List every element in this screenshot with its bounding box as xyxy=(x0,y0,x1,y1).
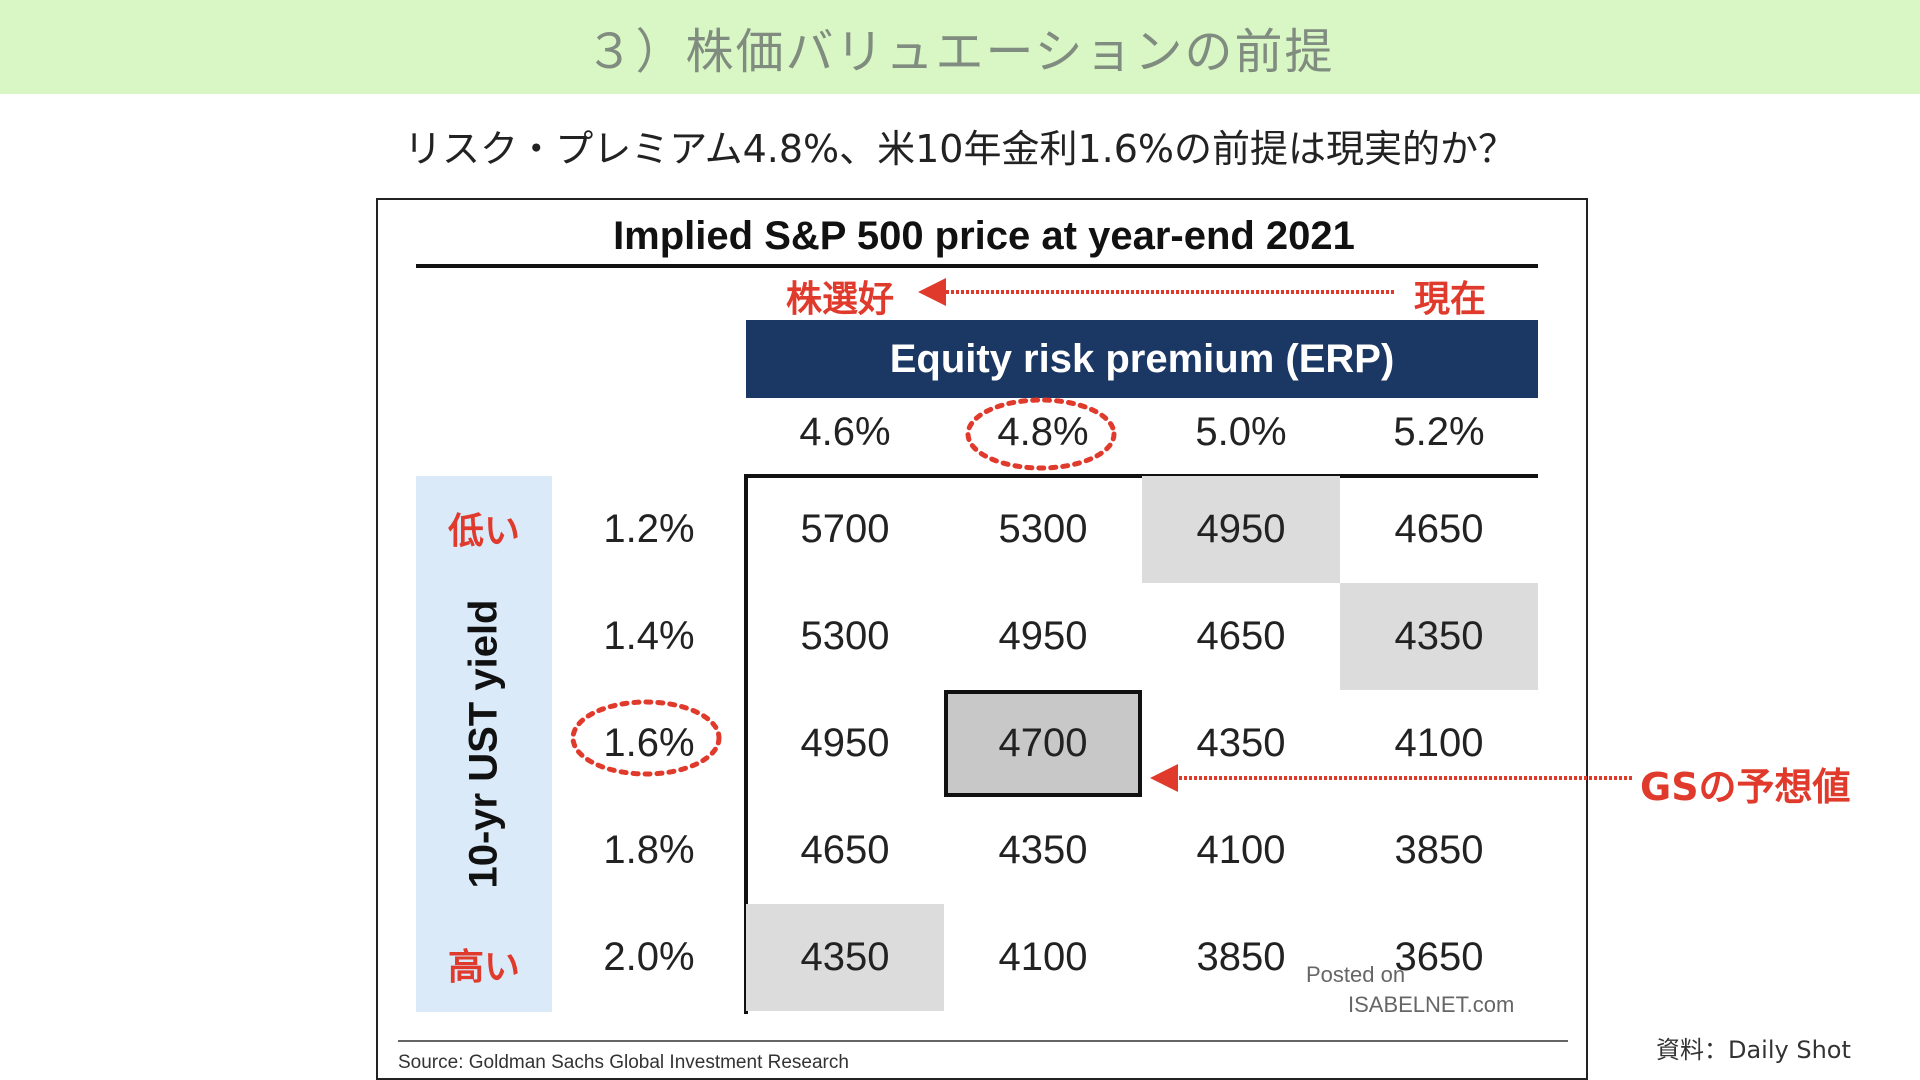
arrow-right-label: 現在 xyxy=(1414,279,1487,320)
yield-highlight-circle xyxy=(570,699,722,777)
table-cell: 4100 xyxy=(1394,721,1484,765)
gs-arrow-head-icon xyxy=(1150,764,1178,792)
yield-row-label: 1.4% xyxy=(603,614,695,658)
source-rule xyxy=(398,1040,1568,1042)
table-cell: 4650 xyxy=(800,828,890,872)
high-label: 高い xyxy=(447,947,520,988)
table-cell: 4350 xyxy=(1196,721,1286,765)
table-cell: 5700 xyxy=(800,507,890,551)
table-cell: 4100 xyxy=(998,935,1088,979)
watermark-line1: Posted on xyxy=(1306,962,1406,987)
table-cell-highlighted: 4950 xyxy=(1142,476,1340,583)
table-cell: 3650 xyxy=(1394,935,1484,979)
yield-row-label: 1.6% xyxy=(603,721,695,765)
yield-row-label: 1.8% xyxy=(603,828,695,872)
table-cell: 4100 xyxy=(1196,828,1286,872)
gs-forecast-cell: 4700 xyxy=(944,690,1142,797)
title-rule xyxy=(416,264,1538,268)
table-cell: 3850 xyxy=(1394,828,1484,872)
table-cell: 3850 xyxy=(1196,935,1286,979)
table-cell: 5300 xyxy=(800,614,890,658)
table-cell: 4650 xyxy=(1394,507,1484,551)
arrow-left-head-icon xyxy=(918,278,946,306)
table-cell: 4950 xyxy=(800,721,890,765)
yield-row-label: 2.0% xyxy=(603,935,695,979)
arrow-left-label: 株選好 xyxy=(786,279,895,320)
source-note: Source: Goldman Sachs Global Investment … xyxy=(398,1052,849,1073)
yield-axis-band xyxy=(416,476,552,1012)
table-cell: 4350 xyxy=(998,828,1088,872)
table-image-frame: Implied S&P 500 price at year-end 2021 株… xyxy=(376,198,1588,1080)
table-cell: 5300 xyxy=(998,507,1088,551)
erp-col-header: 4.8% xyxy=(997,410,1089,454)
table-cell-highlighted: 4350 xyxy=(746,904,944,1011)
title-bar: ３）株価バリュエーションの前提 xyxy=(0,0,1920,94)
data-credit: 資料：Daily Shot xyxy=(1656,1036,1851,1064)
erp-col-header: 5.2% xyxy=(1393,410,1485,454)
erp-col-header: 5.0% xyxy=(1195,410,1287,454)
yield-row-label: 1.2% xyxy=(603,507,695,551)
erp-header: Equity risk premium (ERP) xyxy=(746,320,1538,398)
low-label: 低い xyxy=(447,511,520,552)
slide-title: ３）株価バリュエーションの前提 xyxy=(585,24,1335,80)
erp-highlight-circle xyxy=(965,397,1117,471)
table-cell: 4950 xyxy=(998,614,1088,658)
gs-forecast-label: GSの予想値 xyxy=(1640,765,1851,809)
slide-subtitle: リスク・プレミアム4.8%、米10年金利1.6%の前提は現実的か？ xyxy=(403,127,1517,171)
erp-col-header: 4.6% xyxy=(799,410,891,454)
row-header-divider xyxy=(744,474,748,1014)
watermark-line2: ISABELNET.com xyxy=(1348,992,1515,1017)
table-cell: 4650 xyxy=(1196,614,1286,658)
table-cell-highlighted: 4350 xyxy=(1340,583,1538,690)
table-title: Implied S&P 500 price at year-end 2021 xyxy=(613,214,1355,258)
